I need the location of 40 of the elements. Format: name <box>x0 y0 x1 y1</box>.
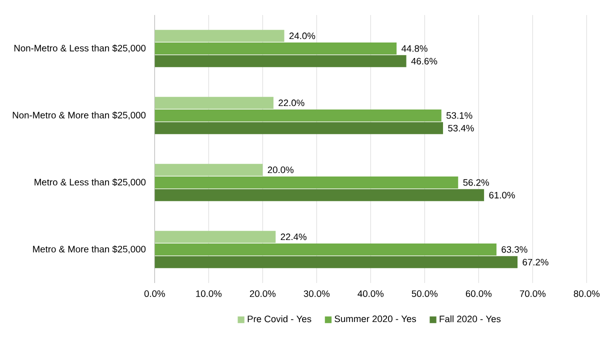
y-tick-label: Metro & Less than $25,000 <box>34 178 146 187</box>
bar <box>154 256 518 268</box>
bar <box>154 42 397 54</box>
bar <box>154 96 274 109</box>
data-label: 56.2% <box>463 179 489 186</box>
data-label: 24.0% <box>289 32 316 40</box>
y-tick-label: Non-Metro & More than $25,000 <box>12 111 146 120</box>
bar <box>154 243 496 256</box>
data-label: 61.0% <box>489 192 515 198</box>
bar <box>154 176 458 188</box>
bar <box>154 122 444 134</box>
data-label: 53.4% <box>448 124 474 132</box>
x-tick-label: 30.0% <box>304 290 330 297</box>
bar <box>154 230 276 243</box>
x-tick-label: 40.0% <box>358 290 384 297</box>
x-tick-label: 0.0% <box>144 290 165 297</box>
x-tick-label: 50.0% <box>412 290 438 297</box>
data-label: 67.2% <box>522 258 548 266</box>
bar <box>154 30 284 42</box>
bar <box>154 55 406 68</box>
bar <box>154 109 442 122</box>
x-tick-label: 10.0% <box>196 290 222 297</box>
data-label: 22.0% <box>278 100 304 106</box>
data-label: 63.3% <box>502 246 528 253</box>
x-tick-label: 20.0% <box>250 290 276 297</box>
x-tick-label: 60.0% <box>466 290 492 297</box>
data-label: 53.1% <box>446 112 472 119</box>
data-label: 44.8% <box>402 45 428 52</box>
x-tick-label: 70.0% <box>520 290 546 297</box>
y-tick-label: Metro & More than $25,000 <box>33 245 146 254</box>
bar <box>154 189 484 202</box>
legend-label: Summer 2020 - Yes <box>334 316 416 322</box>
x-tick-label: 80.0% <box>574 290 600 297</box>
data-label: 20.0% <box>268 166 294 174</box>
legend-label: Fall 2020 - Yes <box>440 315 501 322</box>
data-label: 46.6% <box>411 58 438 64</box>
y-tick-label: Non-Metro & Less than $25,000 <box>14 44 146 53</box>
bar <box>154 164 263 176</box>
data-label: 22.4% <box>280 234 306 240</box>
legend-label: Pre Covid - Yes <box>248 315 312 322</box>
